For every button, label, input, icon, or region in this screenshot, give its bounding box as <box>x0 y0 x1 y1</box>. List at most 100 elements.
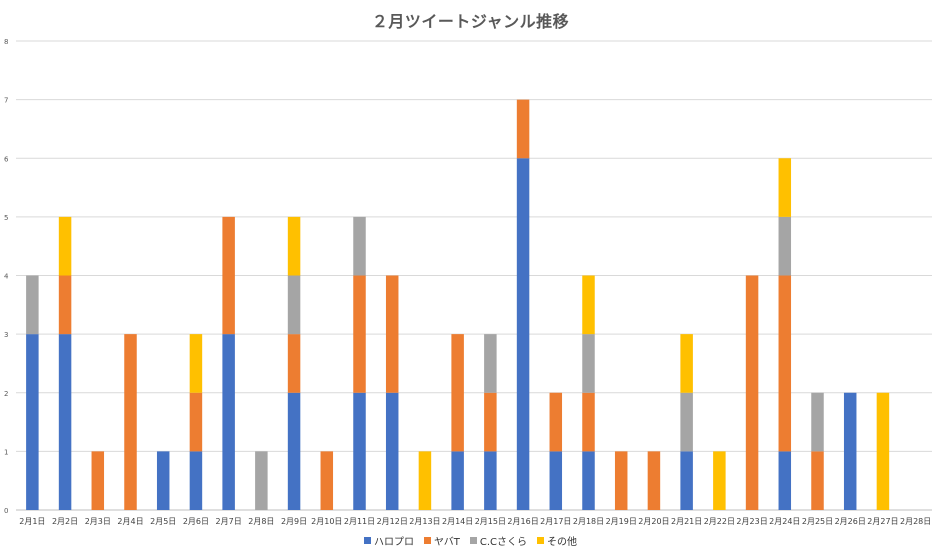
bar-segment-24-series-1 <box>778 451 792 511</box>
bar-segment-25-series-3 <box>811 392 824 452</box>
bar-segment-21-series-4 <box>680 334 693 393</box>
bar-segment-9-series-4 <box>287 216 301 276</box>
bar-segment-8-series-3 <box>255 451 268 511</box>
x-tick-label: 2月8日 <box>248 517 274 526</box>
bar-segment-27-series-4 <box>876 392 890 510</box>
bar-segment-24-series-2 <box>778 275 792 452</box>
bar-segment-14-series-1 <box>451 451 464 511</box>
bar-segment-6-series-1 <box>189 451 203 511</box>
bar-segment-17-series-2 <box>549 392 563 452</box>
bar-series <box>26 99 890 511</box>
bar-segment-6-series-4 <box>189 334 203 393</box>
x-tick-label: 2月14日 <box>442 517 473 526</box>
legend-item: ハロプロ <box>363 533 414 548</box>
bar-segment-12-series-1 <box>385 392 399 510</box>
x-tick-label: 2月28日 <box>900 517 931 526</box>
bar-segment-1-series-3 <box>26 275 39 335</box>
y-tick-label: 3 <box>4 331 8 339</box>
bar-segment-2-series-1 <box>58 334 72 511</box>
bar-segment-21-series-1 <box>680 451 693 511</box>
bar-segment-24-series-3 <box>778 216 792 276</box>
bar-segment-2-series-4 <box>58 216 72 276</box>
bar-segment-11-series-2 <box>353 275 366 393</box>
x-tick-label: 2月4日 <box>117 517 143 526</box>
bar-segment-16-series-2 <box>516 99 530 159</box>
bar-segment-15-series-2 <box>484 392 497 452</box>
bar-segment-4-series-2 <box>124 334 137 511</box>
legend-item: その他 <box>537 533 577 548</box>
bar-segment-25-series-2 <box>811 451 824 511</box>
legend-label: ヤバT <box>433 537 460 548</box>
bar-segment-15-series-3 <box>484 334 497 393</box>
bar-segment-26-series-1 <box>843 392 857 510</box>
bar-segment-10-series-2 <box>320 451 334 511</box>
x-tick-label: 2月16日 <box>507 517 538 526</box>
x-tick-label: 2月13日 <box>409 517 440 526</box>
x-tick-label: 2月25日 <box>802 517 833 526</box>
x-tick-label: 2月7日 <box>216 517 242 526</box>
x-tick-label: 2月22日 <box>704 517 735 526</box>
bar-segment-13-series-4 <box>418 451 432 511</box>
legend-swatch <box>363 537 371 544</box>
chart-title: ２月ツイートジャンル推移 <box>371 12 570 31</box>
legend-swatch <box>423 537 431 544</box>
bar-segment-16-series-1 <box>516 158 530 510</box>
bar-segment-20-series-2 <box>647 451 661 511</box>
bar-segment-18-series-1 <box>582 451 595 511</box>
bar-segment-5-series-1 <box>156 451 170 511</box>
x-tick-label: 2月19日 <box>606 517 637 526</box>
x-tick-label: 2月15日 <box>475 517 506 526</box>
legend-item: C.Cさくら <box>469 533 528 548</box>
grid-lines <box>16 40 932 511</box>
bar-segment-2-series-2 <box>58 275 72 335</box>
x-tick-label: 2月21日 <box>671 517 702 526</box>
bar-segment-15-series-1 <box>484 451 497 511</box>
x-tick-label: 2月2日 <box>52 517 78 526</box>
y-axis-ticks: 0 1 2 3 4 5 6 7 8 <box>4 38 9 515</box>
x-tick-label: 2月11日 <box>344 517 375 526</box>
x-tick-label: 2月24日 <box>769 517 800 526</box>
bar-segment-9-series-3 <box>287 275 301 335</box>
y-tick-label: 8 <box>4 38 8 46</box>
y-tick-label: 7 <box>4 97 8 105</box>
bar-segment-9-series-1 <box>287 392 301 510</box>
x-tick-label: 2月27日 <box>867 517 898 526</box>
y-tick-label: 4 <box>4 273 9 281</box>
bar-segment-11-series-1 <box>353 392 366 510</box>
y-tick-label: 5 <box>4 214 8 222</box>
x-tick-label: 2月18日 <box>573 517 604 526</box>
x-tick-label: 2月5日 <box>150 517 176 526</box>
x-tick-label: 2月12日 <box>377 517 408 526</box>
x-tick-label: 2月10日 <box>311 517 342 526</box>
bar-segment-21-series-3 <box>680 392 693 452</box>
x-tick-label: 2月1日 <box>19 517 45 526</box>
bar-segment-3-series-2 <box>91 451 105 511</box>
y-tick-label: 0 <box>4 507 8 515</box>
bar-segment-19-series-2 <box>614 451 628 511</box>
bar-segment-11-series-3 <box>353 216 366 276</box>
bar-segment-24-series-4 <box>778 158 792 217</box>
x-tick-label: 2月3日 <box>85 517 111 526</box>
bar-segment-7-series-2 <box>222 216 235 335</box>
bar-segment-12-series-2 <box>385 275 399 393</box>
bar-segment-22-series-4 <box>713 451 726 511</box>
bar-segment-23-series-2 <box>745 275 759 510</box>
y-tick-label: 2 <box>4 390 8 398</box>
x-tick-label: 2月6日 <box>183 517 209 526</box>
legend-label: C.Cさくら <box>479 537 528 548</box>
x-tick-label: 2月23日 <box>736 517 767 526</box>
bar-segment-18-series-3 <box>582 334 595 393</box>
bar-segment-18-series-4 <box>582 275 595 335</box>
x-tick-label: 2月20日 <box>638 517 669 526</box>
bar-segment-14-series-2 <box>451 334 464 452</box>
x-tick-label: 2月26日 <box>835 517 866 526</box>
bar-segment-6-series-2 <box>189 392 203 452</box>
legend-item: ヤバT <box>423 533 460 548</box>
y-tick-label: 1 <box>4 448 8 456</box>
legend-label: ハロプロ <box>373 537 414 548</box>
x-tick-label: 2月17日 <box>540 517 571 526</box>
bar-segment-7-series-1 <box>222 334 235 511</box>
legend-swatch <box>537 537 545 544</box>
